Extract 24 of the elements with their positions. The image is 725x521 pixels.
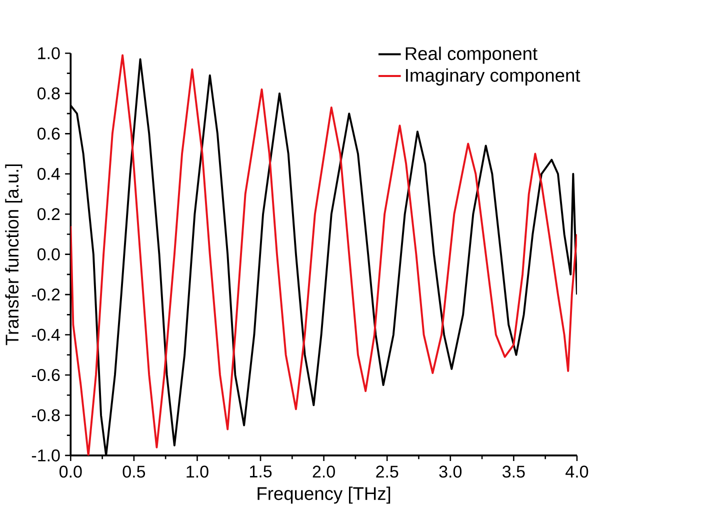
y-tick-label: -0.2 [32,288,60,301]
y-tick-label: -0.8 [32,409,60,422]
y-tick-label: 1.0 [38,47,60,60]
x-tick-label: 3.0 [439,466,462,478]
y-tick-label: -0.4 [32,329,60,342]
y-tick-label: -1.0 [32,450,60,462]
y-axis-title: Transfer function [a.u.] [5,164,22,346]
x-tick-label: 1.0 [186,466,208,478]
y-tick-label: 0.8 [37,88,60,100]
y-tick-label: 0.6 [37,128,60,140]
x-tick-label: 0.5 [122,466,146,478]
y-tick-label: 0.2 [37,208,60,220]
x-axis-title: Frequency [THz] [258,486,390,504]
x-tick-label: 1.5 [250,466,272,478]
legend-label: Real component [406,46,538,64]
x-tick-label: 2.0 [312,466,335,478]
x-tick-label: 4.0 [566,466,588,478]
legend-label: Imaginary component [406,68,580,86]
x-tick-label: 2.5 [376,466,398,478]
x-tick-label: 3.5 [502,466,525,478]
y-tick-label: 0.0 [37,248,60,261]
x-tick-label: 0.0 [59,466,82,478]
y-tick-label: -0.6 [32,369,60,382]
y-tick-label: 0.4 [37,168,60,180]
